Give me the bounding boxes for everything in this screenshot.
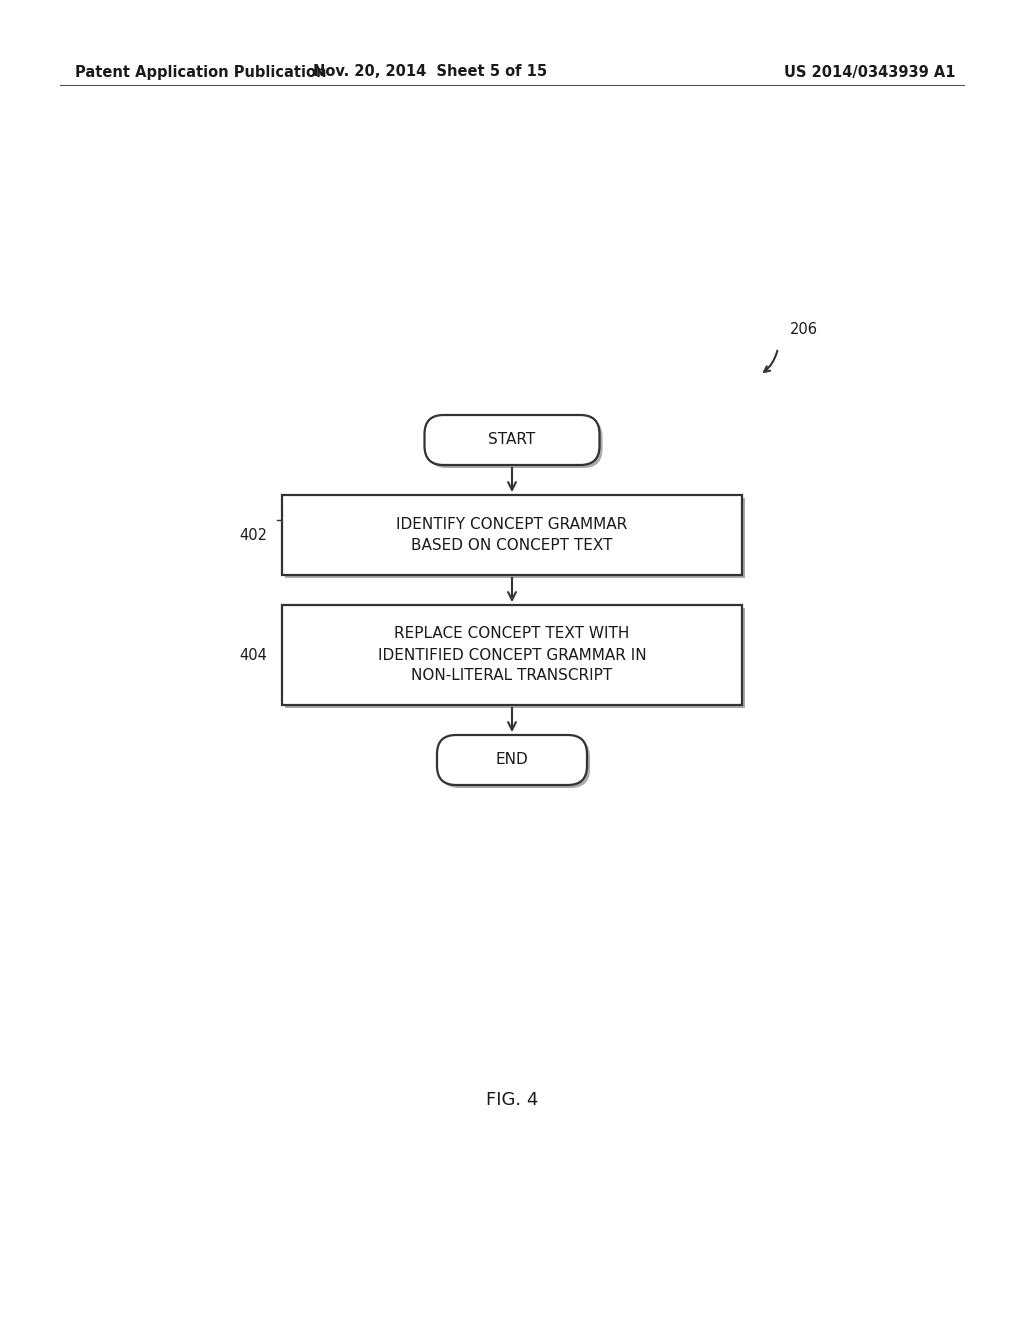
Text: Nov. 20, 2014  Sheet 5 of 15: Nov. 20, 2014 Sheet 5 of 15 [313, 65, 547, 79]
FancyBboxPatch shape [437, 735, 587, 785]
FancyBboxPatch shape [427, 418, 602, 469]
Text: 402: 402 [239, 528, 267, 543]
FancyBboxPatch shape [282, 495, 742, 576]
Text: END: END [496, 752, 528, 767]
FancyBboxPatch shape [440, 738, 590, 788]
Text: IDENTIFY CONCEPT GRAMMAR
BASED ON CONCEPT TEXT: IDENTIFY CONCEPT GRAMMAR BASED ON CONCEP… [396, 517, 628, 553]
FancyBboxPatch shape [285, 609, 745, 708]
Text: START: START [488, 433, 536, 447]
FancyBboxPatch shape [282, 605, 742, 705]
Text: 206: 206 [790, 322, 818, 338]
FancyBboxPatch shape [425, 414, 599, 465]
Text: 404: 404 [240, 648, 267, 663]
Text: FIG. 4: FIG. 4 [485, 1092, 539, 1109]
Text: US 2014/0343939 A1: US 2014/0343939 A1 [784, 65, 955, 79]
FancyBboxPatch shape [285, 498, 745, 578]
Text: Patent Application Publication: Patent Application Publication [75, 65, 327, 79]
Text: REPLACE CONCEPT TEXT WITH
IDENTIFIED CONCEPT GRAMMAR IN
NON-LITERAL TRANSCRIPT: REPLACE CONCEPT TEXT WITH IDENTIFIED CON… [378, 627, 646, 684]
